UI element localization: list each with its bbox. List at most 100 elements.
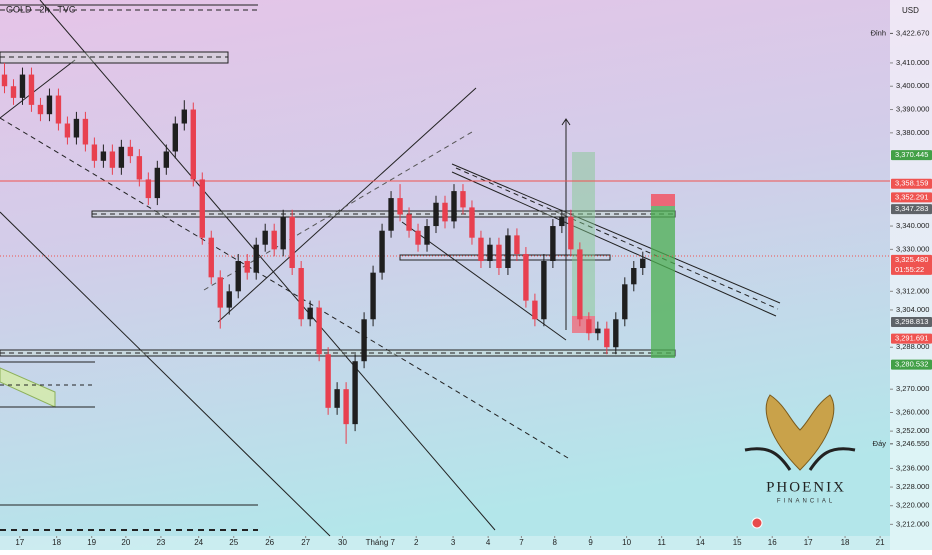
candle-body (226, 291, 232, 308)
candle-body (523, 254, 529, 301)
candle-body (19, 74, 26, 98)
y-tick-label: 3,340.000 (896, 221, 929, 230)
x-tick-label: 4 (486, 538, 491, 547)
price-badge (891, 192, 932, 203)
candle-body (496, 244, 502, 268)
x-tick-label: 20 (121, 538, 130, 547)
price-badge-label: 3,352.291 (895, 192, 928, 201)
candle-body (334, 389, 340, 408)
x-tick-label: 17 (15, 538, 24, 547)
x-tick-label: 3 (451, 538, 456, 547)
candle-body (244, 261, 250, 273)
candle-body (361, 319, 367, 362)
candle-body (370, 272, 376, 320)
y-tick-label: 3,312.000 (896, 286, 929, 295)
logo-mark (765, 394, 835, 471)
price-badge (891, 317, 932, 328)
price-badge (891, 333, 932, 344)
candle-body (100, 151, 107, 161)
candle-body (631, 268, 637, 285)
candle-body (487, 244, 493, 262)
candle-body (532, 300, 538, 320)
candle-body (460, 191, 466, 208)
candle-body (325, 354, 331, 408)
x-tick-label: 10 (622, 538, 631, 547)
x-tick-label: 21 (876, 538, 885, 547)
candle-body (253, 244, 259, 273)
x-tick-label: 18 (52, 538, 61, 547)
candle-body (478, 237, 484, 262)
x-tick-label: 24 (194, 538, 203, 547)
candle-body (163, 151, 170, 168)
price-badge-label: 3,298.813 (895, 317, 928, 326)
candles (1, 62, 646, 444)
trend-line (451, 163, 781, 304)
candle-body (127, 146, 134, 157)
candle-body (388, 198, 394, 231)
y-tick-label: 3,252.000 (896, 426, 929, 435)
candle-body (298, 268, 304, 320)
candle-body (541, 261, 547, 320)
candle-body (415, 230, 421, 245)
candle-body (559, 216, 565, 227)
y-tick-label: 3,380.000 (896, 128, 929, 137)
x-tick-label: 17 (804, 538, 813, 547)
extreme-label: 3,422.670 (896, 28, 929, 37)
trend-line (217, 87, 477, 323)
price-badge-label: 3,358.159 (895, 179, 928, 188)
candle-body (262, 230, 268, 245)
candle-body (136, 156, 143, 180)
y-tick-label: 3,228.000 (896, 482, 929, 491)
time-axis (0, 536, 890, 550)
candle-body (505, 235, 511, 268)
trend-line (0, 211, 331, 537)
x-tick-label: 14 (696, 538, 705, 547)
candle-body (82, 118, 89, 145)
x-tick-label: 18 (841, 538, 850, 547)
candle-body (514, 235, 520, 255)
price-badge-label: 3,291.691 (895, 334, 928, 343)
price-badge-label: 3,325.480 (895, 255, 928, 264)
currency: USD (902, 6, 919, 15)
candle-body (271, 230, 277, 250)
x-tick-label: 15 (733, 538, 742, 547)
candle-body (208, 237, 214, 278)
candle-body (10, 86, 17, 98)
x-tick-label: 23 (156, 538, 165, 547)
price-axis (890, 0, 932, 550)
x-tick-label: 2 (414, 538, 419, 547)
x-tick-label: 11 (658, 538, 667, 547)
x-tick-label: 25 (229, 538, 238, 547)
candle-body (37, 104, 44, 115)
logo: PHOENIX FINANCIAL (744, 394, 856, 529)
trend-line (455, 167, 779, 310)
x-tick-label: 30 (338, 538, 347, 547)
candle-body (622, 284, 628, 320)
price-badge-label: 3,280.532 (895, 360, 928, 369)
y-tick-label: 3,260.000 (896, 407, 929, 416)
candle-body (406, 214, 412, 231)
x-tick-label: 27 (301, 538, 310, 547)
candle-body (586, 319, 592, 334)
candle-body (424, 226, 430, 245)
candle-body (595, 328, 601, 334)
price-badge (891, 359, 932, 370)
candle-body (217, 277, 223, 308)
y-tick-label: 3,288.000 (896, 342, 929, 351)
trend-line (0, 59, 76, 119)
y-tick-label: 3,304.000 (896, 305, 929, 314)
candle-body (64, 123, 71, 138)
y-tick-label: 3,390.000 (896, 105, 929, 114)
candle-body (28, 74, 35, 105)
candle-body (280, 216, 286, 250)
logo-mark (744, 447, 856, 471)
price-badge (891, 204, 932, 215)
y-tick-label: 3,220.000 (896, 501, 929, 510)
candle-body (190, 109, 196, 180)
candle-body (613, 319, 619, 348)
price-countdown: 01:55:22 (895, 265, 924, 274)
candle-body (604, 328, 610, 348)
price-badge-label: 3,347.283 (895, 204, 928, 213)
y-tick-label: 3,212.000 (896, 519, 929, 528)
candle-body (181, 109, 187, 124)
